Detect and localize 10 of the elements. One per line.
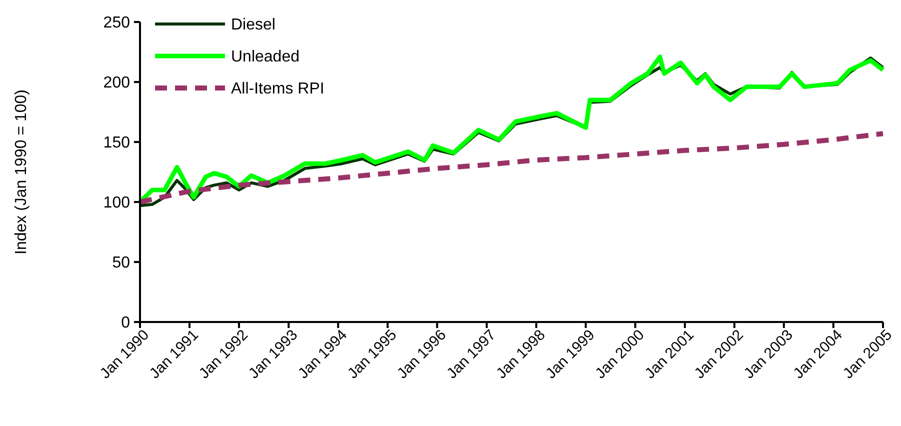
y-tick-label: 250 bbox=[103, 14, 130, 32]
legend-label: All-Items RPI bbox=[231, 80, 324, 98]
legend-label: Unleaded bbox=[231, 48, 300, 66]
y-tick-label: 150 bbox=[103, 134, 130, 152]
y-tick-label: 50 bbox=[112, 254, 130, 272]
y-tick-label: 100 bbox=[103, 194, 130, 212]
y-tick-label: 200 bbox=[103, 74, 130, 92]
legend-label: Diesel bbox=[231, 16, 276, 34]
y-axis-title: Index (Jan 1990 = 100) bbox=[13, 89, 30, 255]
y-tick-label: 0 bbox=[121, 314, 130, 332]
